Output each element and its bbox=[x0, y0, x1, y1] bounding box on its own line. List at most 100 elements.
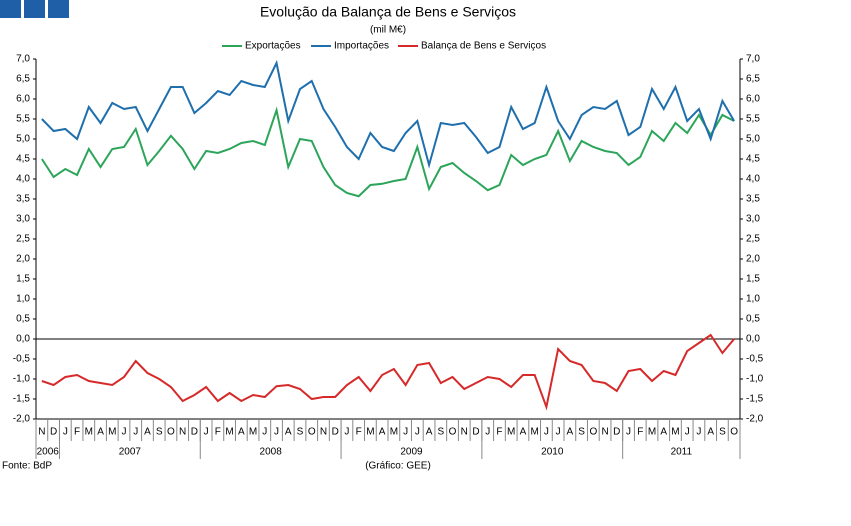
y-tick-label: 1,5 bbox=[16, 274, 30, 285]
y-tick-label: 4,5 bbox=[16, 154, 30, 165]
y-tick-label: 2,0 bbox=[16, 254, 30, 265]
year-label: 2008 bbox=[260, 447, 283, 458]
x-tick-label: J bbox=[274, 427, 279, 438]
source: Fonte: BdP bbox=[2, 461, 52, 472]
y2-tick-label: 7,0 bbox=[746, 54, 760, 65]
x-tick-label: J bbox=[485, 427, 490, 438]
x-tick-label: M bbox=[648, 427, 656, 438]
y2-tick-label: 2,5 bbox=[746, 234, 760, 245]
y2-tick-label: -2,0 bbox=[746, 414, 764, 425]
logo-square bbox=[24, 0, 45, 18]
x-tick-label: F bbox=[637, 427, 643, 438]
x-tick-label: D bbox=[332, 427, 339, 438]
x-tick-label: S bbox=[437, 427, 444, 438]
x-tick-label: J bbox=[344, 427, 349, 438]
x-tick-label: D bbox=[472, 427, 479, 438]
x-tick-label: A bbox=[660, 427, 667, 438]
y-tick-label: 2,5 bbox=[16, 234, 30, 245]
y2-tick-label: -1,5 bbox=[746, 394, 764, 405]
y-tick-label: -0,5 bbox=[13, 354, 31, 365]
x-tick-label: J bbox=[63, 427, 68, 438]
x-tick-label: A bbox=[379, 427, 386, 438]
y-tick-label: 5,5 bbox=[16, 114, 30, 125]
x-tick-label: O bbox=[167, 427, 175, 438]
x-tick-label: M bbox=[108, 427, 116, 438]
y2-tick-label: 3,0 bbox=[746, 214, 760, 225]
x-tick-label: M bbox=[249, 427, 257, 438]
x-tick-label: N bbox=[320, 427, 327, 438]
y2-tick-label: 0,0 bbox=[746, 334, 760, 345]
y2-tick-label: 4,0 bbox=[746, 174, 760, 185]
year-label: 2011 bbox=[671, 447, 693, 458]
y2-tick-label: 1,5 bbox=[746, 274, 760, 285]
x-tick-label: O bbox=[308, 427, 316, 438]
x-tick-label: D bbox=[191, 427, 198, 438]
series-line bbox=[41, 59, 735, 169]
y-tick-label: 4,0 bbox=[16, 174, 30, 185]
y-tick-label: 0,0 bbox=[16, 334, 30, 345]
series-line bbox=[41, 106, 735, 198]
x-tick-label: N bbox=[601, 427, 608, 438]
x-tick-label: N bbox=[179, 427, 186, 438]
logo-square bbox=[48, 0, 69, 18]
x-tick-label: J bbox=[626, 427, 631, 438]
logo-square bbox=[0, 0, 21, 18]
x-tick-label: F bbox=[74, 427, 80, 438]
x-tick-label: A bbox=[97, 427, 104, 438]
x-tick-label: A bbox=[426, 427, 433, 438]
x-tick-label: D bbox=[613, 427, 620, 438]
credit: (Gráfico: GEE) bbox=[365, 461, 431, 472]
x-tick-label: J bbox=[133, 427, 138, 438]
y-tick-label: 7,0 bbox=[16, 54, 30, 65]
legend-label: Exportações bbox=[245, 41, 301, 52]
x-tick-label: D bbox=[50, 427, 57, 438]
series-line bbox=[41, 333, 735, 411]
legend-label: Importações bbox=[334, 41, 389, 52]
x-tick-label: N bbox=[461, 427, 468, 438]
x-tick-label: J bbox=[544, 427, 549, 438]
y2-tick-label: 5,5 bbox=[746, 114, 760, 125]
x-tick-label: F bbox=[215, 427, 221, 438]
x-tick-label: M bbox=[507, 427, 515, 438]
y-tick-label: -1,0 bbox=[13, 374, 31, 385]
y-tick-label: -1,5 bbox=[13, 394, 31, 405]
x-tick-label: J bbox=[262, 427, 267, 438]
y2-tick-label: 5,0 bbox=[746, 134, 760, 145]
x-tick-label: J bbox=[204, 427, 209, 438]
y-tick-label: 1,0 bbox=[16, 294, 30, 305]
y-tick-label: 6,0 bbox=[16, 94, 30, 105]
y2-tick-label: 3,5 bbox=[746, 194, 760, 205]
x-tick-label: S bbox=[297, 427, 304, 438]
y-tick-label: 6,5 bbox=[16, 74, 30, 85]
y-tick-label: 3,5 bbox=[16, 194, 30, 205]
x-tick-label: J bbox=[122, 427, 127, 438]
y2-tick-label: 1,0 bbox=[746, 294, 760, 305]
y2-tick-label: 0,5 bbox=[746, 314, 760, 325]
x-tick-label: J bbox=[403, 427, 408, 438]
year-label: 2010 bbox=[541, 447, 564, 458]
year-label: 2007 bbox=[119, 447, 142, 458]
y2-tick-label: 2,0 bbox=[746, 254, 760, 265]
x-tick-label: F bbox=[356, 427, 362, 438]
y-tick-label: 5,0 bbox=[16, 134, 30, 145]
x-tick-label: M bbox=[225, 427, 233, 438]
y2-tick-label: 6,0 bbox=[746, 94, 760, 105]
legend-label: Balança de Bens e Serviços bbox=[421, 41, 546, 52]
x-tick-label: M bbox=[366, 427, 374, 438]
x-tick-label: O bbox=[449, 427, 457, 438]
x-tick-label: M bbox=[530, 427, 538, 438]
x-tick-label: M bbox=[390, 427, 398, 438]
x-tick-label: J bbox=[415, 427, 420, 438]
x-tick-label: A bbox=[520, 427, 527, 438]
chart-title: Evolução da Balança de Bens e Serviços bbox=[260, 4, 516, 20]
x-tick-label: M bbox=[85, 427, 93, 438]
x-tick-label: J bbox=[556, 427, 561, 438]
x-tick-label: A bbox=[144, 427, 151, 438]
x-tick-label: A bbox=[567, 427, 574, 438]
chart-subtitle: (mil M€) bbox=[370, 25, 406, 36]
y2-tick-label: -0,5 bbox=[746, 354, 764, 365]
x-tick-label: O bbox=[589, 427, 597, 438]
year-label: 2009 bbox=[400, 447, 423, 458]
x-tick-label: S bbox=[719, 427, 726, 438]
x-tick-label: A bbox=[285, 427, 292, 438]
